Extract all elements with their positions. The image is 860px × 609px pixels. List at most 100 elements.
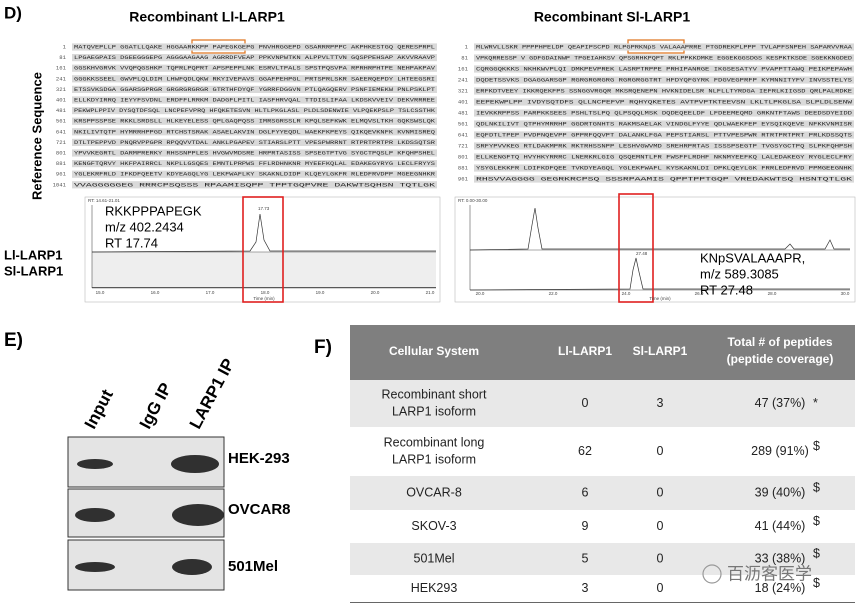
panel-label: D) <box>4 3 22 22</box>
seq-highlight <box>474 153 854 161</box>
cell-ll: 9 <box>582 519 589 533</box>
cell-total: 39 (40%) <box>755 485 806 499</box>
blot-label: HEK-293 <box>228 450 290 467</box>
rt-header: RT: 14.61-21.01 <box>88 198 120 203</box>
seq-highlight <box>474 131 854 139</box>
band <box>171 455 219 473</box>
band <box>172 504 224 526</box>
sequence: IEVKKRPPSS PARPKKSEES PSHLTSLPQ QLPSQQLM… <box>476 109 853 116</box>
mz: m/z 589.3085 <box>700 266 779 281</box>
sequence: ETSSVKSDGA GGARSGPRGR GRGRGRGRGR GTRTHFD… <box>74 86 436 93</box>
table-row-bg <box>350 510 855 543</box>
seq-number: 641 <box>56 128 67 135</box>
seq-highlight <box>72 138 437 146</box>
seq-highlight <box>72 85 437 93</box>
right-chromatogram <box>454 193 856 303</box>
left-title: Recombinant Ll-LARP1 <box>129 9 285 25</box>
trace <box>469 257 850 291</box>
band <box>75 562 115 572</box>
cell-sl: 0 <box>657 519 664 533</box>
sequence: VPKQRRESSP V GDFGDAINWP TPGEIAHKSV QPSGR… <box>476 54 853 61</box>
lane-label: LARP1 IP <box>186 355 239 431</box>
seq-number: 801 <box>56 149 67 156</box>
sequence: QDLNKILIVT QTPHYMRRHP GGDRTGNHTS RAKMSAE… <box>476 120 853 127</box>
seq-number: 321 <box>458 87 469 94</box>
seq-highlight <box>474 76 854 84</box>
seq-highlight <box>474 65 854 73</box>
col-header: Sl-LARP1 <box>633 344 688 358</box>
sequence: GGGKKSSEEL GWVPLQLDIM LHWFQDLQKW RKYIVEP… <box>74 75 435 82</box>
seq-number: 721 <box>458 142 469 149</box>
cell-system: LARP1 isoform <box>392 404 476 418</box>
cell-ll: 62 <box>578 444 592 458</box>
seq-highlight <box>72 75 437 83</box>
x-title: Time (min) <box>649 296 671 301</box>
sequence: ERFKDTVEEY IKKRQEKFPS SSNGGVRGQR MKSRQEN… <box>476 87 853 94</box>
panel-label: F) <box>314 337 332 358</box>
cell-mark: $ <box>813 439 820 453</box>
seq-highlight <box>72 54 437 62</box>
seq-highlight <box>474 164 854 172</box>
trace <box>91 213 436 253</box>
seq-number: 161 <box>458 65 469 72</box>
col-header: Cellular System <box>389 344 479 358</box>
side-label: Reference Sequence <box>29 72 44 200</box>
x-tick-label: 20.0 <box>476 291 485 296</box>
x-tick-label: 26.0 <box>695 291 704 296</box>
cell-total: 33 (38%) <box>755 551 806 565</box>
cell-total: 41 (44%) <box>755 519 806 533</box>
cell-system: SKOV-3 <box>411 519 456 533</box>
x-tick-label: 15.0 <box>96 290 105 295</box>
sequence: YSYGLEKKFR LDIFKDFQEE TVKDYEAGQL YGLEKFW… <box>476 164 853 171</box>
row-label: Sl-LARP1 <box>4 263 63 278</box>
seq-number: 561 <box>458 120 469 127</box>
seq-highlight <box>474 54 854 62</box>
lane-label: Input <box>81 386 117 432</box>
sequence: KENGFTQRVY HKFPAIRRCL NKPLLGSQES EMNTLPR… <box>74 160 436 167</box>
blot-label: 501Mel <box>228 558 278 575</box>
table-row-bg <box>350 575 855 602</box>
seq-highlight <box>72 149 437 157</box>
row-label: Ll-LARP1 <box>4 247 63 262</box>
peptide: RKKPPPAPEGK <box>105 203 202 218</box>
chrom-lower-bg <box>92 252 436 288</box>
sequence: DQDETSSVKS DGAGGARSGP RGRGRGRGRG RGRGRGG… <box>476 76 853 83</box>
watermark: 百沥客医学 <box>727 564 812 583</box>
cell-ll: 0 <box>582 396 589 410</box>
sequence: LPGAEGPAIS DGEEGGGEPG AGGGAAGAAG AGRRDFV… <box>74 54 436 61</box>
seq-number: 481 <box>56 107 67 114</box>
col-header: (peptide coverage) <box>727 352 834 366</box>
seq-number: 1 <box>63 43 67 50</box>
sequence: NKILIVTQTP HYMRRHPPGD RTCHSTSRAK ASAELAK… <box>74 128 436 135</box>
seq-highlight <box>72 160 437 168</box>
seq-highlight <box>72 117 437 125</box>
rt-header: RT: 0.00-30.00 <box>458 198 488 203</box>
rt: RT 17.74 <box>105 235 158 250</box>
sequence: YPVVKEGRTL DARMPRERKY RHSSNPPLES HVGWVMD… <box>74 149 435 156</box>
cell-system: HEK293 <box>411 581 458 595</box>
x-tick-label: 18.0 <box>261 290 270 295</box>
left-chromatogram <box>84 196 441 303</box>
chrom-frame <box>454 196 856 303</box>
cell-sl: 0 <box>657 581 664 595</box>
band <box>172 559 212 575</box>
sequence: SRFYPVVKEG RTLDAKMPRK RKTRHSSNPP LESHVGW… <box>476 142 852 149</box>
col-header: Total # of peptides <box>727 335 832 349</box>
cell-mark: $ <box>813 514 820 528</box>
sequence: KRSPPSSPSE RKKLSRDSLL HLKEYELESS QPLGAQP… <box>74 118 436 125</box>
peak-label: 17.73 <box>258 206 270 211</box>
seq-number: 641 <box>458 131 469 138</box>
peak-label: 27.48 <box>636 251 648 256</box>
cell-sl: 0 <box>657 551 664 565</box>
sequence: PEKWPLPPIV DYSQTDFSQL LNCPEFVPRQ HFQKETE… <box>74 107 436 114</box>
sequence: GGSKHVGRVK VVQPQGSHKP TQPRLPQPRT APSPEPP… <box>74 65 436 72</box>
seq-number: 881 <box>56 160 67 167</box>
table-header-bg <box>350 325 855 380</box>
seq-number: 561 <box>56 118 67 125</box>
seq-number: 721 <box>56 139 67 146</box>
seq-highlight <box>474 175 854 183</box>
sequence: MATQVEPLLP GGATLLQAKE HGGAARKKPP PAPEGKG… <box>74 43 435 50</box>
seq-number: 241 <box>458 76 469 83</box>
sequence: DTLTPEPPVD PNQRVPPGPR RPQQVVTDAL ANKLPGA… <box>74 139 436 146</box>
cell-ll: 3 <box>582 581 589 595</box>
